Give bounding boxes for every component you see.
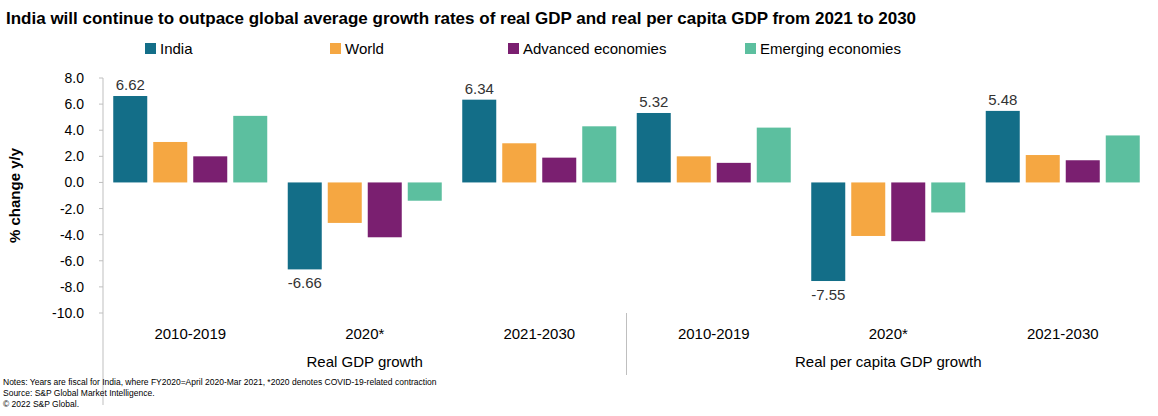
bar <box>811 182 845 281</box>
y-tick-label: -10.0 <box>52 305 84 321</box>
notes: Notes: Years are fiscal for India, where… <box>3 377 437 409</box>
data-label: 6.34 <box>465 80 494 97</box>
y-tick-label: 4.0 <box>65 122 85 138</box>
note: © 2022 S&P Global. <box>3 399 79 409</box>
group-divider <box>626 313 627 375</box>
legend-swatch <box>145 43 156 54</box>
x-tick-label: 2010-2019 <box>154 325 226 342</box>
bars <box>113 96 1140 281</box>
bar <box>153 142 187 182</box>
bar <box>113 96 147 182</box>
data-label: -7.55 <box>811 286 845 303</box>
bar <box>582 126 616 182</box>
bar <box>986 111 1020 183</box>
data-label: -6.66 <box>288 274 322 291</box>
bar <box>637 113 671 182</box>
y-axis-line <box>103 78 104 405</box>
legend-label: Advanced economies <box>523 40 666 57</box>
bar <box>931 182 965 212</box>
chart: India will continue to outpace global av… <box>0 0 1158 416</box>
y-tick-label: -4.0 <box>60 227 84 243</box>
y-tick <box>99 78 103 79</box>
data-labels: 6.62 -6.66 6.34 5.32 -7.55 5.48 <box>116 76 1018 303</box>
bar <box>542 158 576 183</box>
y-tick <box>99 156 103 157</box>
bar <box>677 156 711 182</box>
legend-label: Emerging economies <box>760 40 901 57</box>
y-tick-label: -2.0 <box>60 201 84 217</box>
bar <box>757 128 791 183</box>
x-tick-label: 2021-2030 <box>1027 325 1099 342</box>
note: Notes: Years are fiscal for India, where… <box>3 377 437 387</box>
bar <box>851 182 885 236</box>
bar <box>288 182 322 269</box>
bar <box>1066 160 1100 182</box>
y-tick <box>99 313 103 314</box>
bar <box>891 182 925 241</box>
y-tick-label: -8.0 <box>60 279 84 295</box>
y-tick <box>99 208 103 209</box>
data-label: 6.62 <box>116 76 145 93</box>
note: Source: S&P Global Market Intelligence. <box>3 388 155 398</box>
x-axis: 2010-2019 2020* 2021-2030 2010-2019 2020* 202… <box>154 313 1098 375</box>
x-tick-label: 2020* <box>869 325 908 342</box>
x-tick-label: 2021-2030 <box>503 325 575 342</box>
bar <box>1106 135 1140 182</box>
bar <box>717 163 751 183</box>
legend-swatch <box>330 43 341 54</box>
y-tick-label: 6.0 <box>65 96 85 112</box>
bar <box>1026 155 1060 182</box>
y-axis: -10.0 -8.0 -6.0 -4.0 -2.0 0.0 2.0 4.0 6.0 8.0 <box>52 70 103 405</box>
bar <box>233 116 267 183</box>
y-tick-label: 8.0 <box>65 70 85 86</box>
x-tick-label: 2010-2019 <box>678 325 750 342</box>
bar <box>502 143 536 182</box>
legend-swatch <box>745 43 756 54</box>
y-tick <box>99 286 103 287</box>
y-tick-label: -6.0 <box>60 253 84 269</box>
x-group-label: Real GDP growth <box>307 353 423 370</box>
bar <box>462 100 496 183</box>
y-tick <box>99 104 103 105</box>
y-tick-label: 0.0 <box>65 174 85 190</box>
data-label: 5.48 <box>988 91 1017 108</box>
data-label: 5.32 <box>639 93 668 110</box>
x-tick-label: 2020* <box>345 325 384 342</box>
y-tick-label: 2.0 <box>65 148 85 164</box>
x-group-label: Real per capita GDP growth <box>795 353 981 370</box>
bar <box>193 156 227 182</box>
bar <box>328 182 362 222</box>
bar <box>408 182 442 200</box>
y-tick <box>99 130 103 131</box>
y-tick <box>99 234 103 235</box>
legend-swatch <box>508 43 519 54</box>
y-axis-label: % change y/y <box>6 147 23 243</box>
legend-label: World <box>345 40 384 57</box>
y-tick <box>99 182 103 183</box>
y-tick <box>99 260 103 261</box>
legend-label: India <box>160 40 193 57</box>
bar <box>368 182 402 237</box>
legend: India World Advanced economies Emerging eco… <box>145 40 901 57</box>
title: India will continue to outpace global av… <box>6 9 916 28</box>
